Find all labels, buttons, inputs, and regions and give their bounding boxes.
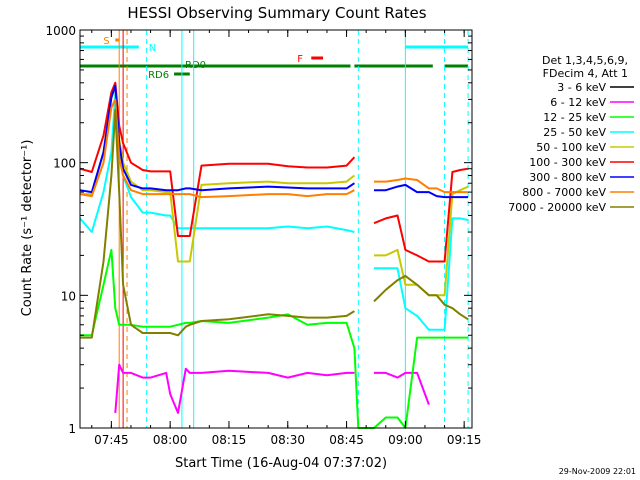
state-label: F: [297, 54, 303, 65]
legend-entry: 12 - 25 keV: [543, 111, 606, 124]
legend-entry: 100 - 300 keV: [529, 156, 606, 169]
series-line: [79, 84, 469, 199]
legend-header: FDecim 4, Att 1: [543, 67, 628, 80]
legend: Det 1,3,4,5,6,9,FDecim 4, Att 13 - 6 keV…: [508, 54, 634, 214]
state-label: RD0: [185, 60, 206, 71]
x-axis-label: Start Time (16-Aug-04 07:37:02): [175, 456, 387, 471]
y-tick-label: 100: [53, 157, 76, 171]
x-tick-label: 08:45: [329, 433, 364, 447]
y-axis-label: Count Rate (s⁻¹ detector⁻¹): [20, 140, 35, 317]
x-tick-label: 08:30: [270, 433, 305, 447]
x-tick-label: 09:00: [388, 433, 423, 447]
y-tick-label: 10: [61, 289, 76, 303]
y-tick-label: 1: [68, 422, 76, 436]
legend-entry: 25 - 50 keV: [543, 126, 606, 139]
series-line: [80, 248, 469, 429]
plot-frame: [79, 29, 473, 429]
axis-layer: 07:45 08:00 08:15 08:30 08:45 09:00 09:15 1 10 10…: [45, 24, 481, 447]
x-tick-label: 08:00: [153, 433, 188, 447]
legend-entry: 3 - 6 keV: [557, 81, 606, 94]
x-tick-label: 08:15: [212, 433, 247, 447]
series-line: [80, 108, 469, 339]
footer-date: 29-Nov-2009 22:01: [559, 467, 636, 476]
state-label: N: [149, 43, 156, 54]
series-line: [79, 81, 469, 263]
legend-entry: 300 - 800 keV: [529, 171, 606, 184]
y-tick-label: 1000: [45, 24, 76, 38]
legend-entry: 800 - 7000 keV: [522, 186, 606, 199]
legend-entry: 7000 - 20000 keV: [508, 201, 606, 214]
chart-title: HESSI Observing Summary Count Rates: [127, 4, 426, 22]
series-line: [79, 92, 469, 331]
legend-entry: 6 - 12 keV: [550, 96, 606, 109]
series-line: [79, 98, 469, 199]
state-label: RD6: [148, 70, 169, 81]
legend-header: Det 1,3,4,5,6,9,: [542, 54, 628, 67]
state-layer: S N F RD0 RD6: [80, 36, 469, 81]
x-tick-label: 09:15: [447, 433, 482, 447]
series-layer: [79, 81, 469, 429]
x-tick-label: 07:45: [94, 433, 129, 447]
legend-entry: 50 - 100 keV: [536, 141, 606, 154]
series-line: [114, 363, 430, 414]
state-label: S: [103, 36, 109, 47]
